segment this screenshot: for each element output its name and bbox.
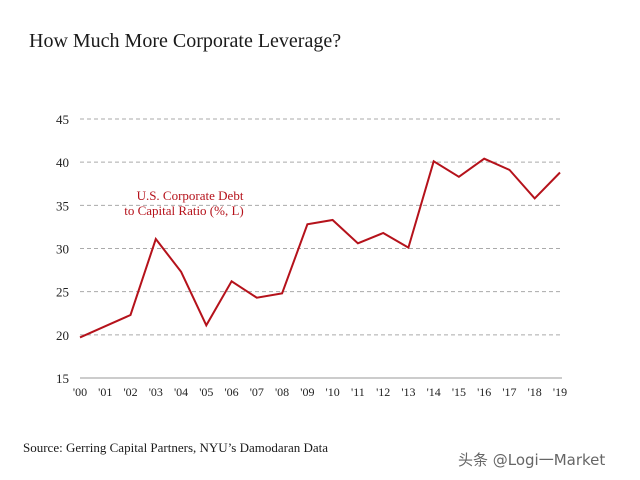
y-tick-label: 15 [56,371,69,386]
x-tick-label: '05 [199,385,213,399]
gridlines [80,118,562,336]
y-tick-label: 25 [56,285,69,300]
x-axis-ticks: '00 '01 '02 '03 '04 '05 '06 '07 '08 '09 '10 '11 '12 '… [73,385,567,399]
x-tick-label: '16 [477,385,491,399]
x-tick-label: '04 [174,385,188,399]
x-tick-label: '08 [275,385,289,399]
x-tick-label: '11 [351,385,365,399]
y-tick-label: 45 [56,112,69,127]
x-tick-label: '09 [300,385,314,399]
x-tick-label: '03 [149,385,163,399]
x-tick-label: '00 [73,385,87,399]
x-tick-label: '18 [528,385,542,399]
y-tick-label: 20 [56,328,69,343]
x-tick-label: '15 [452,385,466,399]
x-tick-label: '12 [376,385,390,399]
x-tick-label: '02 [123,385,137,399]
x-tick-label: '14 [427,385,441,399]
annotation-line-2: to Capital Ratio (%, L) [124,203,244,218]
x-tick-label: '10 [326,385,340,399]
x-tick-label: '13 [401,385,415,399]
x-tick-label: '17 [502,385,516,399]
watermark: 头条 @Logi一Market [458,451,606,469]
x-tick-label: '07 [250,385,264,399]
x-tick-label: '06 [224,385,238,399]
chart-title: How Much More Corporate Leverage? [29,30,342,52]
y-tick-label: 35 [56,198,69,213]
y-tick-label: 30 [56,242,69,257]
y-axis-ticks: 15 20 25 30 35 40 45 [56,112,69,386]
y-tick-label: 40 [56,155,69,170]
series-line [79,157,561,339]
annotation-line-1: U.S. Corporate Debt [137,188,244,203]
x-tick-label: '19 [553,385,567,399]
source-note: Source: Gerring Capital Partners, NYU’s … [23,440,329,455]
x-tick-label: '01 [98,385,112,399]
